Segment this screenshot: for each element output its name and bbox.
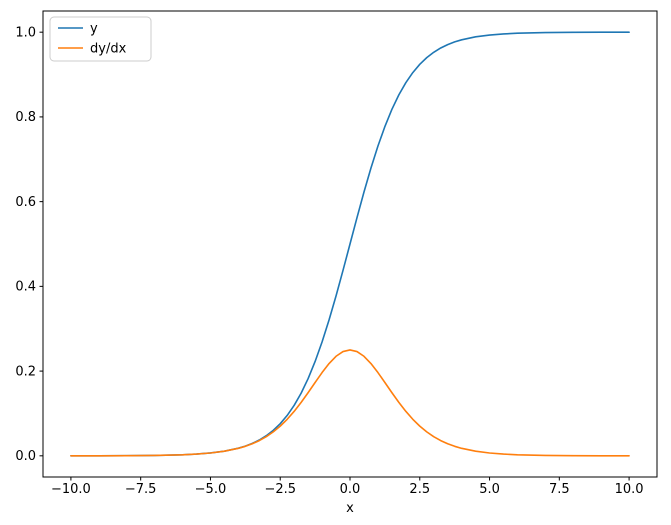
y-tick-label: 0.6 xyxy=(15,195,36,210)
legend-label: dy/dx xyxy=(90,42,127,57)
x-tick-label: 5.0 xyxy=(479,482,500,497)
series-line-dydx xyxy=(70,349,630,457)
x-tick-label: −5.0 xyxy=(195,482,227,497)
legend-label: y xyxy=(90,22,98,37)
y-tick-label: 0.0 xyxy=(15,449,36,464)
x-tick-label: 2.5 xyxy=(409,482,430,497)
x-tick-label: 7.5 xyxy=(549,482,570,497)
x-tick-label: 0.0 xyxy=(340,482,361,497)
x-axis-label: x xyxy=(346,501,354,516)
y-tick-label: 1.0 xyxy=(15,25,36,40)
x-tick-label: −10.0 xyxy=(51,482,91,497)
y-tick-label: 0.2 xyxy=(15,364,36,379)
x-tick-label: 10.0 xyxy=(615,482,644,497)
y-tick-label: 0.8 xyxy=(15,110,36,125)
x-axis: −10.0 −7.5 −5.0 −2.5 0.0 2.5 5.0 7.5 10.0 xyxy=(51,477,644,497)
x-tick-label: −7.5 xyxy=(125,482,157,497)
y-axis: 0.0 0.2 0.4 0.6 0.8 1.0 xyxy=(15,25,43,464)
x-tick-label: −2.5 xyxy=(264,482,296,497)
legend: y dy/dx xyxy=(49,16,152,62)
y-tick-label: 0.4 xyxy=(15,280,36,295)
